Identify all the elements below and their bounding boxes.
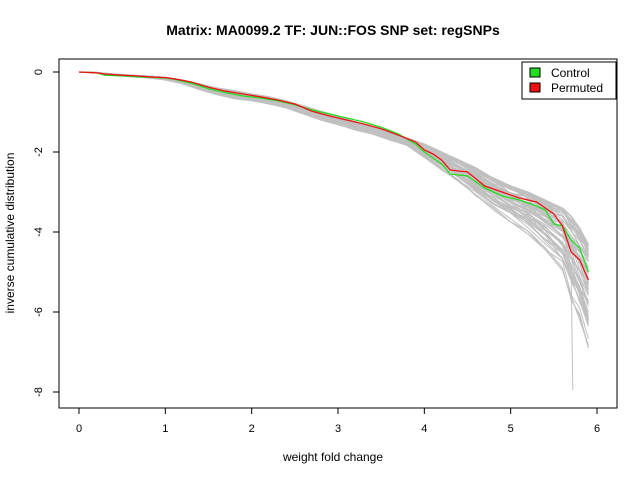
plot-area-box — [58, 58, 618, 409]
background-series-line — [78, 71, 589, 259]
background-series-line — [78, 71, 589, 322]
background-series-line — [78, 71, 589, 270]
y-tick-label: -4 — [33, 227, 45, 237]
background-series-line — [78, 71, 589, 257]
background-series-line — [78, 71, 589, 248]
x-tick-label: 6 — [594, 423, 600, 435]
background-series-line — [78, 71, 589, 274]
background-series-line — [78, 71, 589, 313]
chart-title: Matrix: MA0099.2 TF: JUN::FOS SNP set: r… — [166, 22, 500, 38]
y-tick-label: 0 — [33, 69, 45, 75]
background-series-line — [78, 71, 589, 294]
y-axis: 0 -2 -4 -6 -8 — [33, 69, 60, 397]
background-series-line — [78, 71, 589, 289]
x-axis-label: weight fold change — [282, 450, 383, 464]
background-series-line — [78, 71, 589, 278]
background-series-line — [78, 71, 589, 268]
series-line-control — [78, 71, 590, 273]
x-tick-label: 2 — [249, 423, 255, 435]
background-series-line — [78, 71, 589, 258]
x-tick-label: 4 — [421, 423, 427, 435]
legend-label-control: Control — [551, 66, 590, 80]
background-series-line — [78, 71, 589, 261]
legend-swatch-control — [529, 67, 541, 78]
background-series-line — [78, 71, 589, 291]
x-tick-label: 1 — [162, 423, 168, 435]
background-series-line — [78, 71, 589, 272]
legend-label-permuted: Permuted — [551, 81, 603, 95]
background-series-line — [78, 71, 589, 257]
background-series-line — [78, 71, 589, 285]
background-series-line — [78, 71, 589, 249]
background-series-line — [78, 71, 589, 246]
x-tick-label: 5 — [508, 423, 514, 435]
background-series-line — [78, 71, 589, 284]
background-series-line — [78, 71, 589, 252]
background-series-line — [78, 71, 589, 275]
background-series-line — [78, 71, 589, 282]
background-series-line — [78, 71, 589, 245]
background-series-line — [78, 71, 589, 263]
background-series-line — [78, 71, 589, 294]
series-line-permuted — [78, 71, 589, 281]
y-axis-label: inverse cumulative distribution — [3, 153, 17, 314]
x-axis: 0 1 2 3 4 5 6 — [76, 407, 600, 435]
background-series-line — [78, 71, 589, 252]
legend-swatch-permuted — [529, 82, 541, 93]
background-series-line — [78, 71, 589, 255]
background-series-line — [78, 71, 589, 262]
background-series-line — [78, 71, 589, 245]
background-series-line — [78, 71, 589, 273]
background-series-line — [78, 71, 589, 256]
y-tick-label: -2 — [33, 147, 45, 157]
x-tick-label: 3 — [335, 423, 341, 435]
background-series-line — [78, 71, 589, 296]
background-series-line — [78, 71, 589, 287]
background-series-group — [78, 71, 589, 391]
y-tick-label: -8 — [33, 387, 45, 397]
y-tick-label: -6 — [33, 307, 45, 317]
background-series-line — [78, 71, 589, 251]
x-tick-label: 0 — [76, 423, 82, 435]
background-series-line — [78, 71, 589, 271]
background-series-line — [78, 71, 589, 245]
background-series-line — [78, 71, 589, 245]
main-series-group — [78, 71, 590, 281]
background-series-line — [78, 71, 589, 293]
